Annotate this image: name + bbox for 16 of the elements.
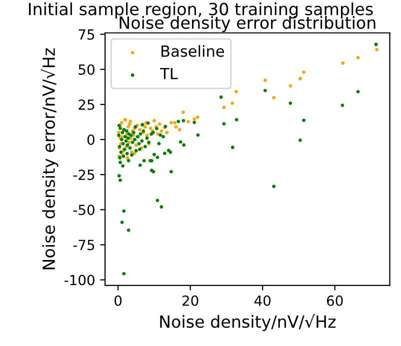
- x-tick-label: 20: [182, 295, 198, 306]
- y-tick-label: -100: [64, 274, 94, 286]
- x-tick-label: 40: [254, 295, 271, 306]
- y-tick-label: -25: [73, 170, 94, 180]
- y-tick-label: -75: [73, 240, 94, 250]
- x-tick-label: 0: [114, 295, 122, 306]
- y-axis-title: Noise density error/nV/√Hz: [41, 48, 58, 270]
- legend-label: TL: [160, 68, 178, 80]
- legend-label: Baseline: [162, 45, 224, 57]
- x-tick-label: 60: [326, 295, 343, 306]
- y-tick-label: 50: [78, 64, 94, 75]
- y-tick-label: 75: [78, 29, 94, 40]
- y-tick-label: -50: [73, 204, 94, 216]
- y-tick-label: 0: [87, 134, 94, 145]
- y-tick-label: 25: [78, 99, 94, 110]
- x-axis-title: Noise density/nV/√Hz: [160, 314, 336, 332]
